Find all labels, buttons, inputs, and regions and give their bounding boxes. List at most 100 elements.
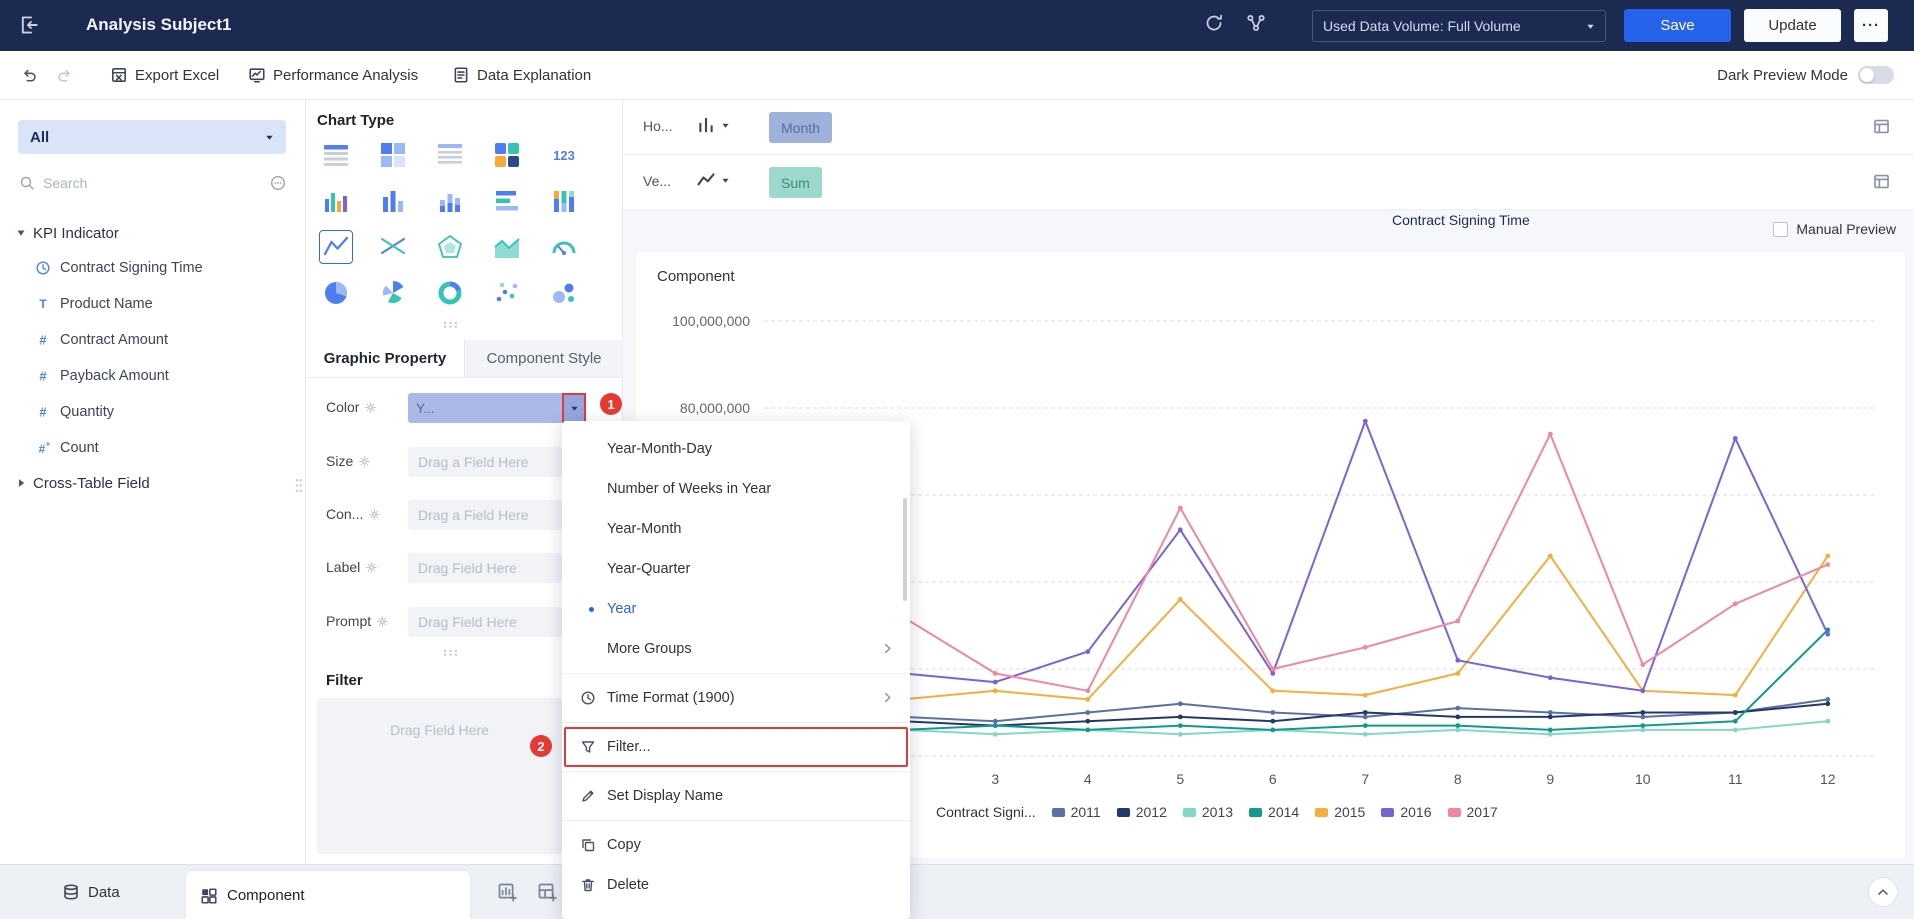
field-item-product-name[interactable]: TProduct Name: [0, 286, 306, 322]
update-button[interactable]: Update: [1744, 9, 1841, 42]
gear-icon[interactable]: [365, 561, 378, 574]
legend-item-2015[interactable]: 2015: [1315, 804, 1365, 820]
filter-drop-zone[interactable]: Drag Field Here: [317, 698, 562, 854]
area-chart-icon[interactable]: [490, 230, 524, 264]
circle-dots-icon[interactable]: [269, 175, 286, 192]
section-resize-grip[interactable]: [443, 320, 458, 329]
menu-item-time-format-1900[interactable]: Time Format (1900): [562, 678, 910, 718]
legend-item-2012[interactable]: 2012: [1117, 804, 1167, 820]
drop-zone-prompt[interactable]: Drag Field Here: [408, 607, 562, 637]
insert-dashboard-icon[interactable]: [537, 882, 557, 902]
menu-item-year-month-day[interactable]: Year-Month-Day: [562, 429, 910, 469]
menu-item-more-groups[interactable]: More Groups: [562, 629, 910, 669]
tree-group-cross-table-field[interactable]: Cross-Table Field: [0, 466, 306, 500]
checkbox-icon: [1773, 222, 1788, 237]
tab-component[interactable]: Component: [186, 871, 470, 919]
refresh-icon[interactable]: [1204, 13, 1230, 39]
block-kpi-icon[interactable]: [490, 138, 524, 172]
more-button[interactable]: ···: [1854, 9, 1888, 42]
legend-item-2014[interactable]: 2014: [1249, 804, 1299, 820]
combo-chart-icon[interactable]: [547, 184, 581, 218]
performance-analysis-button[interactable]: Performance Analysis: [248, 51, 418, 99]
flow-icon[interactable]: [1246, 13, 1272, 39]
data-explanation-button[interactable]: Data Explanation: [452, 51, 591, 99]
field-pill-dropdown-caret[interactable]: [562, 393, 586, 423]
gear-icon[interactable]: [364, 401, 377, 414]
bar-chart-icon[interactable]: [490, 184, 524, 218]
drop-zone-con[interactable]: Drag a Field Here: [408, 500, 562, 530]
legend-item-2011[interactable]: 2011: [1052, 804, 1101, 820]
exit-icon[interactable]: [18, 14, 42, 38]
tab-data[interactable]: Data: [62, 865, 120, 919]
custom-chart-icon[interactable]: [376, 230, 410, 264]
svg-text:3: 3: [991, 771, 999, 787]
gear-icon[interactable]: [358, 455, 371, 468]
donut-chart-icon[interactable]: [433, 276, 467, 310]
stacked-column-icon[interactable]: [433, 184, 467, 218]
field-item-payback-amount[interactable]: #Payback Amount: [0, 358, 306, 394]
insert-chart-icon[interactable]: [497, 882, 517, 902]
dark-preview-toggle[interactable]: [1858, 66, 1894, 84]
manual-preview-checkbox[interactable]: Manual Preview: [1773, 221, 1896, 237]
menu-item-set-display-name[interactable]: Set Display Name: [562, 776, 910, 816]
gauge-chart-icon[interactable]: [547, 230, 581, 264]
menu-item-year-quarter[interactable]: Year-Quarter: [562, 549, 910, 589]
kpi-card-icon[interactable]: 123: [547, 138, 581, 172]
menu-scrollbar[interactable]: [903, 498, 907, 601]
multi-column-icon[interactable]: [319, 184, 353, 218]
menu-item-copy[interactable]: Copy: [562, 825, 910, 865]
legend-item-2016[interactable]: 2016: [1381, 804, 1431, 820]
menu-item-filter[interactable]: Filter...: [562, 727, 910, 767]
group-table-icon[interactable]: [319, 138, 353, 172]
field-filter-dropdown[interactable]: All: [18, 120, 286, 154]
dimension-axis-dropdown[interactable]: [695, 114, 730, 136]
radar-chart-icon[interactable]: [433, 230, 467, 264]
tab-graphic-property[interactable]: Graphic Property: [306, 340, 464, 377]
redo-icon[interactable]: [56, 51, 74, 99]
field-item-contract-signing-time[interactable]: Contract Signing Time: [0, 250, 306, 286]
menu-item-year-month[interactable]: Year-Month: [562, 509, 910, 549]
gear-icon[interactable]: [368, 508, 381, 521]
toolbar: Export Excel Performance Analysis Data E…: [0, 51, 1914, 100]
column-chart-icon[interactable]: [376, 184, 410, 218]
export-excel-button[interactable]: Export Excel: [110, 51, 219, 99]
tree-group-kpi-indicator[interactable]: KPI Indicator: [0, 216, 306, 250]
undo-icon[interactable]: [20, 51, 38, 99]
drop-zone-label[interactable]: Drag Field Here: [408, 553, 562, 583]
field-pill-color[interactable]: Contract Sign...Y...: [408, 393, 562, 423]
detail-table-icon[interactable]: [433, 138, 467, 172]
measure-axis-dropdown[interactable]: [695, 169, 730, 191]
menu-item-number-of-weeks-in-year[interactable]: Number of Weeks in Year: [562, 469, 910, 509]
search-input[interactable]: Search: [43, 175, 261, 191]
menu-item-delete[interactable]: Delete: [562, 865, 910, 905]
number-field-icon: #: [34, 404, 51, 421]
field-item-quantity[interactable]: #Quantity: [0, 394, 306, 430]
legend-item-2013[interactable]: 2013: [1183, 804, 1233, 820]
tab-component-style[interactable]: Component Style: [464, 340, 623, 377]
save-button[interactable]: Save: [1624, 9, 1731, 42]
cross-table-icon[interactable]: [376, 138, 410, 172]
field-pill-contract-signing-time[interactable]: Contract Signing Time Month: [769, 112, 832, 143]
field-pill-payback-amount[interactable]: Payback Amount Sum: [769, 167, 822, 198]
shelf-settings-icon[interactable]: [1872, 172, 1892, 192]
field-item-contract-amount[interactable]: #Contract Amount: [0, 322, 306, 358]
field-item-count[interactable]: #+Count: [0, 430, 306, 466]
shelf-settings-icon[interactable]: [1872, 117, 1892, 137]
bubble-chart-icon[interactable]: [547, 276, 581, 310]
scatter-chart-icon[interactable]: [490, 276, 524, 310]
annotation-badge-1: 1: [600, 393, 622, 415]
panel-resize-grip[interactable]: [294, 478, 303, 493]
drop-zone-size[interactable]: Drag a Field Here: [408, 447, 562, 477]
dark-preview-label: Dark Preview Mode: [1717, 67, 1848, 84]
line-chart-icon[interactable]: [319, 230, 353, 264]
menu-item-year[interactable]: Year: [562, 589, 910, 629]
svg-text:+: +: [45, 440, 50, 449]
gear-icon[interactable]: [376, 615, 389, 628]
chart-type-title: Chart Type: [317, 112, 394, 129]
section-resize-grip[interactable]: [443, 648, 458, 657]
collapse-panel-button[interactable]: [1868, 877, 1898, 907]
legend-item-2017[interactable]: 2017: [1448, 804, 1498, 820]
pie-chart-icon[interactable]: [319, 276, 353, 310]
data-volume-select[interactable]: Used Data Volume: Full Volume: [1312, 10, 1606, 42]
rose-chart-icon[interactable]: [376, 276, 410, 310]
